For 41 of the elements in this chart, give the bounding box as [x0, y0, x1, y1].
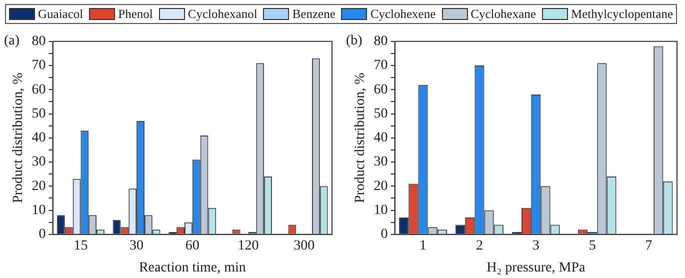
text: (a): [4, 34, 20, 49]
y-tick-label: 0: [38, 227, 46, 242]
y-tick-label: 50: [32, 106, 46, 122]
legend-label: Phenol: [118, 6, 153, 22]
legend-label: Benzene: [292, 6, 336, 22]
y-tick-label: 10: [32, 202, 46, 218]
x-tick-label: 7: [645, 238, 652, 254]
x-tick-label: 300: [294, 238, 315, 254]
x-tick-label: 2: [476, 238, 483, 254]
legend-label: Guaiacol: [38, 6, 84, 22]
x-axis-title: Reaction time, min: [138, 260, 246, 276]
y-tick-label: 80: [32, 34, 46, 50]
x-axis-title: H₂ pressure, MPa: [486, 260, 586, 276]
x-tick-label: 15: [74, 238, 88, 254]
x-tick-label: 3: [532, 238, 540, 254]
x-tick-label: 30: [130, 238, 144, 254]
y-tick-label: 50: [374, 106, 388, 122]
y-tick-label: 20: [32, 178, 46, 194]
legend-label: Cyclohexene: [370, 6, 436, 22]
x-tick-label: 120: [238, 238, 259, 254]
y-tick-label: 0: [380, 227, 388, 242]
y-tick-label: 70: [374, 58, 388, 74]
legend-label: Cyclohexane: [470, 6, 536, 22]
y-tick-label: 40: [32, 130, 46, 146]
y-tick-label: 20: [374, 178, 388, 194]
y-axis-title: Product distribution, %: [353, 72, 368, 204]
legend-label: Cyclohexanol: [188, 6, 258, 22]
x-tick-label: 1: [420, 238, 427, 254]
y-tick-label: 60: [374, 82, 388, 98]
y-tick-label: 60: [32, 82, 46, 98]
y-tick-label: 80: [374, 34, 388, 50]
x-tick-label: 5: [588, 238, 596, 254]
y-tick-label: 10: [374, 202, 388, 218]
text: (b): [346, 34, 363, 49]
y-tick-label: 30: [32, 154, 46, 170]
y-axis-title: Product distribution, %: [11, 72, 26, 204]
y-tick-label: 40: [374, 130, 388, 146]
y-tick-label: 30: [374, 154, 388, 170]
x-tick-label: 60: [185, 238, 200, 254]
y-tick-label: 70: [32, 58, 46, 74]
legend-label: Methylcyclopentane: [570, 6, 673, 22]
